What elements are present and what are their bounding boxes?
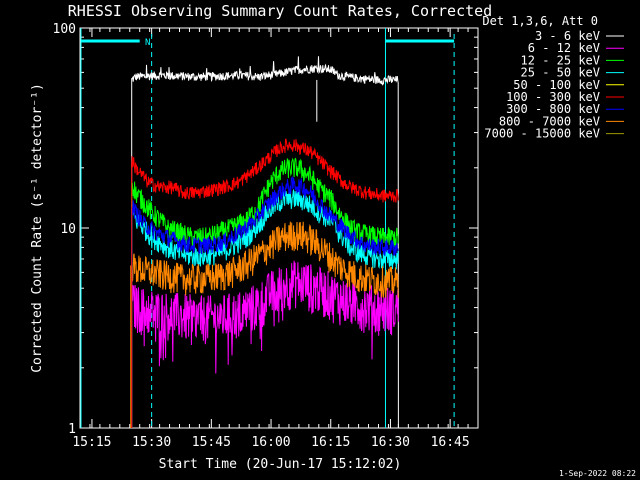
legend-label: 3 - 6 keV	[535, 29, 600, 43]
legend-label: 100 - 300 keV	[506, 90, 600, 104]
legend-label: 50 - 100 keV	[513, 78, 600, 92]
y-tick-label: 10	[60, 222, 76, 237]
x-tick-label: 16:15	[311, 435, 350, 450]
y-axis-label: Corrected Count Rate (s⁻¹ detector⁻¹)	[30, 83, 45, 373]
y-tick-label: 1	[68, 422, 76, 437]
x-tick-label: 15:30	[132, 435, 171, 450]
night-marker-label: N	[145, 38, 150, 48]
x-axis-label: Start Time (20-Jun-17 15:12:02)	[159, 457, 402, 472]
x-tick-label: 16:00	[251, 435, 290, 450]
x-tick-label: 16:45	[431, 435, 470, 450]
series-line	[131, 189, 399, 428]
legend-label: 25 - 50 keV	[521, 66, 600, 80]
x-tick-label: 15:15	[72, 435, 111, 450]
legend-label: 300 - 800 keV	[506, 102, 600, 116]
x-tick-label: 15:45	[192, 435, 231, 450]
series-line	[131, 221, 399, 428]
legend-label: 7000 - 15000 keV	[484, 127, 600, 141]
legend-header: Det 1,3,6, Att 0	[482, 14, 598, 28]
series-line	[131, 138, 399, 428]
legend-label: 800 - 7000 keV	[499, 114, 600, 128]
chart-title: RHESSI Observing Summary Count Rates, Co…	[68, 2, 492, 20]
series-line	[131, 260, 399, 428]
legend-label: 12 - 25 keV	[521, 53, 600, 67]
series-line	[131, 175, 399, 428]
x-tick-label: 16:30	[371, 435, 410, 450]
footer-date: 1-Sep-2022 08:22	[559, 469, 636, 478]
series-line	[131, 56, 399, 428]
series-line	[131, 157, 399, 428]
y-tick-label: 100	[53, 22, 76, 37]
legend-label: 6 - 12 keV	[528, 41, 600, 55]
series-group	[130, 56, 399, 428]
